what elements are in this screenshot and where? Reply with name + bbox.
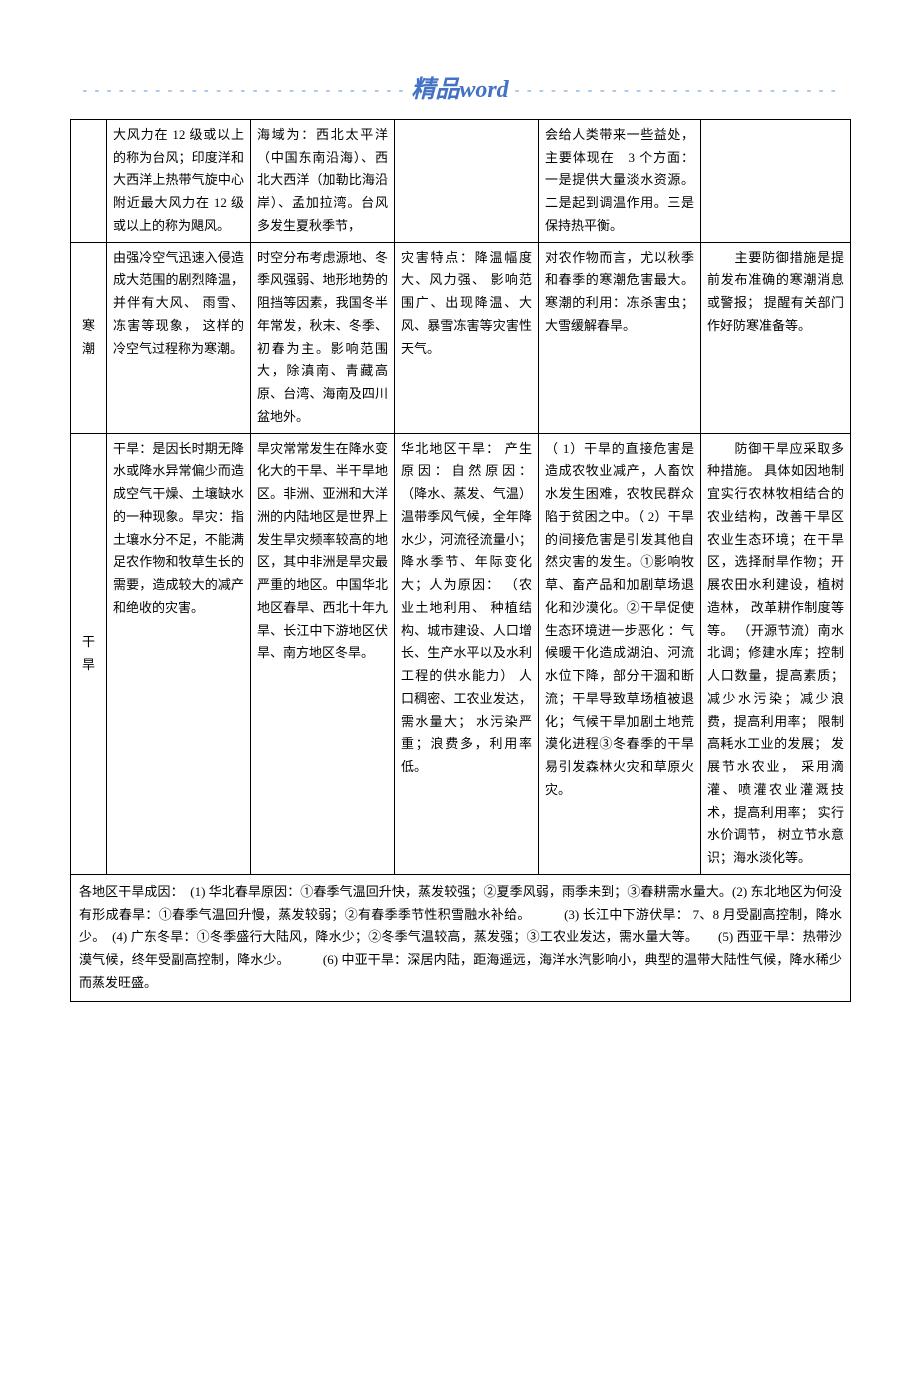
cell: 大风力在 12 级或以上的称为台风；印度洋和大西洋上热带气旋中心附近最大风力在 …: [107, 119, 251, 242]
disaster-table: 大风力在 12 级或以上的称为台风；印度洋和大西洋上热带气旋中心附近最大风力在 …: [70, 119, 851, 1002]
cell: 防御干旱应采取多种措施。 具体如因地制宜实行农林牧相结合的农业结构，改善干旱区农…: [701, 433, 851, 874]
cell: [395, 119, 539, 242]
row-label: 干旱: [71, 433, 107, 874]
cell: 由强冷空气迅速入侵造成大范围的剧烈降温，并伴有大风、 雨雪、冻害等现象， 这样的…: [107, 242, 251, 433]
cell: 主要防御措施是提前发布准确的寒潮消息或警报； 提醒有关部门作好防寒准备等。: [701, 242, 851, 433]
row-label: 寒潮: [71, 242, 107, 433]
table-row: 干旱 干旱：是因长时期无降水或降水异常偏少而造成空气干燥、土壤缺水的一种现象。旱…: [71, 433, 851, 874]
row-label: [71, 119, 107, 242]
cell: 时空分布考虑源地、冬季风强弱、地形地势的阻挡等因素，我国冬半年常发，秋末、冬季、…: [251, 242, 395, 433]
brand-text: 精品word: [411, 70, 508, 111]
table-row: 大风力在 12 级或以上的称为台风；印度洋和大西洋上热带气旋中心附近最大风力在 …: [71, 119, 851, 242]
cell: 对农作物而言，尤以秋季和春季的寒潮危害最大。寒潮的利用：冻杀害虫；大雪缓解春旱。: [539, 242, 701, 433]
cell: 干旱：是因长时期无降水或降水异常偏少而造成空气干燥、土壤缺水的一种现象。旱灾：指…: [107, 433, 251, 874]
dash-right: - - - - - - - - - - - - - - - - - - - - …: [515, 79, 850, 103]
cell: [701, 119, 851, 242]
table-row: 寒潮 由强冷空气迅速入侵造成大范围的剧烈降温，并伴有大风、 雨雪、冻害等现象， …: [71, 242, 851, 433]
dash-left: - - - - - - - - - - - - - - - - - - - - …: [70, 79, 405, 103]
cell: （ 1）干旱的直接危害是造成农牧业减产，人畜饮水发生困难，农牧民群众陷于贫困之中…: [539, 433, 701, 874]
brand-en: word: [459, 77, 508, 103]
cell: 海域为：西北太平洋（中国东南沿海）、西北大西洋（加勒比海沿岸）、孟加拉湾。台风多…: [251, 119, 395, 242]
cell: 灾害特点：降温幅度大、风力强、 影响范围广、出现降温、大风、暴雪冻害等灾害性天气…: [395, 242, 539, 433]
cell: 旱灾常常发生在降水变化大的干旱、半干旱地区。非洲、亚洲和大洋洲的内陆地区是世界上…: [251, 433, 395, 874]
cell: 华北地区干旱： 产生原因：自然原因： （降水、蒸发、气温）温带季风气候，全年降水…: [395, 433, 539, 874]
cell: 会给人类带来一些益处，主要体现在 3 个方面：一是提供大量淡水资源。二是起到调温…: [539, 119, 701, 242]
brand-cn: 精品: [411, 77, 459, 103]
table-footer-row: 各地区干旱成因： (1) 华北春旱原因：①春季气温回升快，蒸发较强；②夏季风弱，…: [71, 874, 851, 1001]
footer-cell: 各地区干旱成因： (1) 华北春旱原因：①春季气温回升快，蒸发较强；②夏季风弱，…: [71, 874, 851, 1001]
decorative-header: - - - - - - - - - - - - - - - - - - - - …: [70, 70, 850, 111]
